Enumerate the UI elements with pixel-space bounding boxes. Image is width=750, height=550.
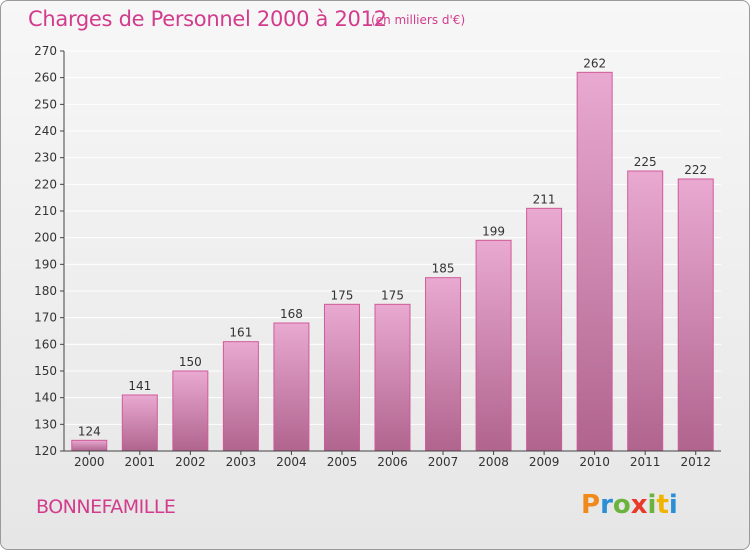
- y-tick-label: 230: [34, 151, 57, 165]
- bar: [323, 303, 360, 452]
- x-tick-label: 2009: [529, 455, 560, 469]
- data-label: 262: [583, 56, 606, 70]
- bar: [677, 178, 714, 452]
- logo-letter: r: [600, 490, 613, 520]
- data-label: 141: [128, 379, 151, 393]
- axes: 120 130 140 150 160 170 180 190 200 210 220 230 240 2…: [34, 44, 721, 469]
- commune-name: BONNEFAMILLE: [36, 496, 176, 518]
- y-tick-label: 260: [34, 71, 57, 85]
- chart-title: Charges de Personnel 2000 à 2012: [28, 7, 387, 31]
- bar: [475, 239, 512, 452]
- proxiti-logo[interactable]: Proxiti: [581, 490, 678, 520]
- x-tick-label: 2005: [327, 455, 358, 469]
- data-label: 175: [381, 288, 404, 302]
- bar: [71, 439, 108, 452]
- data-label: 150: [179, 355, 202, 369]
- bar: [121, 394, 158, 452]
- data-label: 199: [482, 224, 505, 238]
- logo-letter: i: [668, 490, 678, 520]
- bar: [576, 71, 613, 452]
- y-tick-label: 180: [34, 284, 57, 298]
- x-tick-label: 2002: [175, 455, 206, 469]
- x-tick-label: 2012: [680, 455, 711, 469]
- data-labels: 124 141 150 161 168 175 175 185 199 211 262 225 222: [78, 56, 707, 438]
- x-tick-label: 2008: [478, 455, 509, 469]
- y-tick-label: 120: [34, 444, 57, 458]
- y-tick-label: 200: [34, 231, 57, 245]
- y-tick-label: 240: [34, 124, 57, 138]
- y-tick-label: 270: [34, 44, 57, 58]
- data-label: 175: [331, 288, 354, 302]
- bar: [172, 370, 209, 452]
- x-tick-label: 2007: [428, 455, 459, 469]
- chart-subtitle: (en milliers d'€): [371, 13, 466, 27]
- x-tick-label: 2011: [630, 455, 661, 469]
- y-tick-label: 190: [34, 257, 57, 271]
- x-tick-label: 2001: [125, 455, 156, 469]
- y-tick-label: 250: [34, 97, 57, 111]
- x-tick-label: 2010: [579, 455, 610, 469]
- data-label: 185: [432, 262, 455, 276]
- logo-letter: x: [630, 490, 648, 520]
- logo-letter: P: [581, 490, 601, 520]
- bar: [374, 303, 411, 452]
- x-tick-label: 2000: [74, 455, 105, 469]
- bars: [71, 71, 714, 452]
- bar: [273, 322, 310, 452]
- data-label: 211: [533, 192, 556, 206]
- bar: [222, 341, 259, 452]
- bar: [526, 207, 563, 452]
- x-tick-label: 2004: [276, 455, 307, 469]
- y-tick-label: 220: [34, 177, 57, 191]
- x-tick-label: 2003: [226, 455, 257, 469]
- y-tick-label: 150: [34, 364, 57, 378]
- data-label: 168: [280, 307, 303, 321]
- data-label: 225: [634, 155, 657, 169]
- logo-letter: t: [656, 490, 669, 520]
- data-label: 124: [78, 424, 101, 438]
- x-tick-label: 2006: [377, 455, 408, 469]
- bar: [425, 277, 462, 452]
- bar: [627, 170, 664, 452]
- logo-letter: o: [612, 490, 631, 520]
- logo-letter: i: [647, 490, 657, 520]
- y-tick-label: 170: [34, 311, 57, 325]
- data-label: 161: [229, 326, 252, 340]
- y-tick-label: 160: [34, 337, 57, 351]
- data-label: 222: [684, 163, 707, 177]
- y-tick-label: 210: [34, 204, 57, 218]
- y-tick-label: 140: [34, 391, 57, 405]
- y-tick-label: 130: [34, 417, 57, 431]
